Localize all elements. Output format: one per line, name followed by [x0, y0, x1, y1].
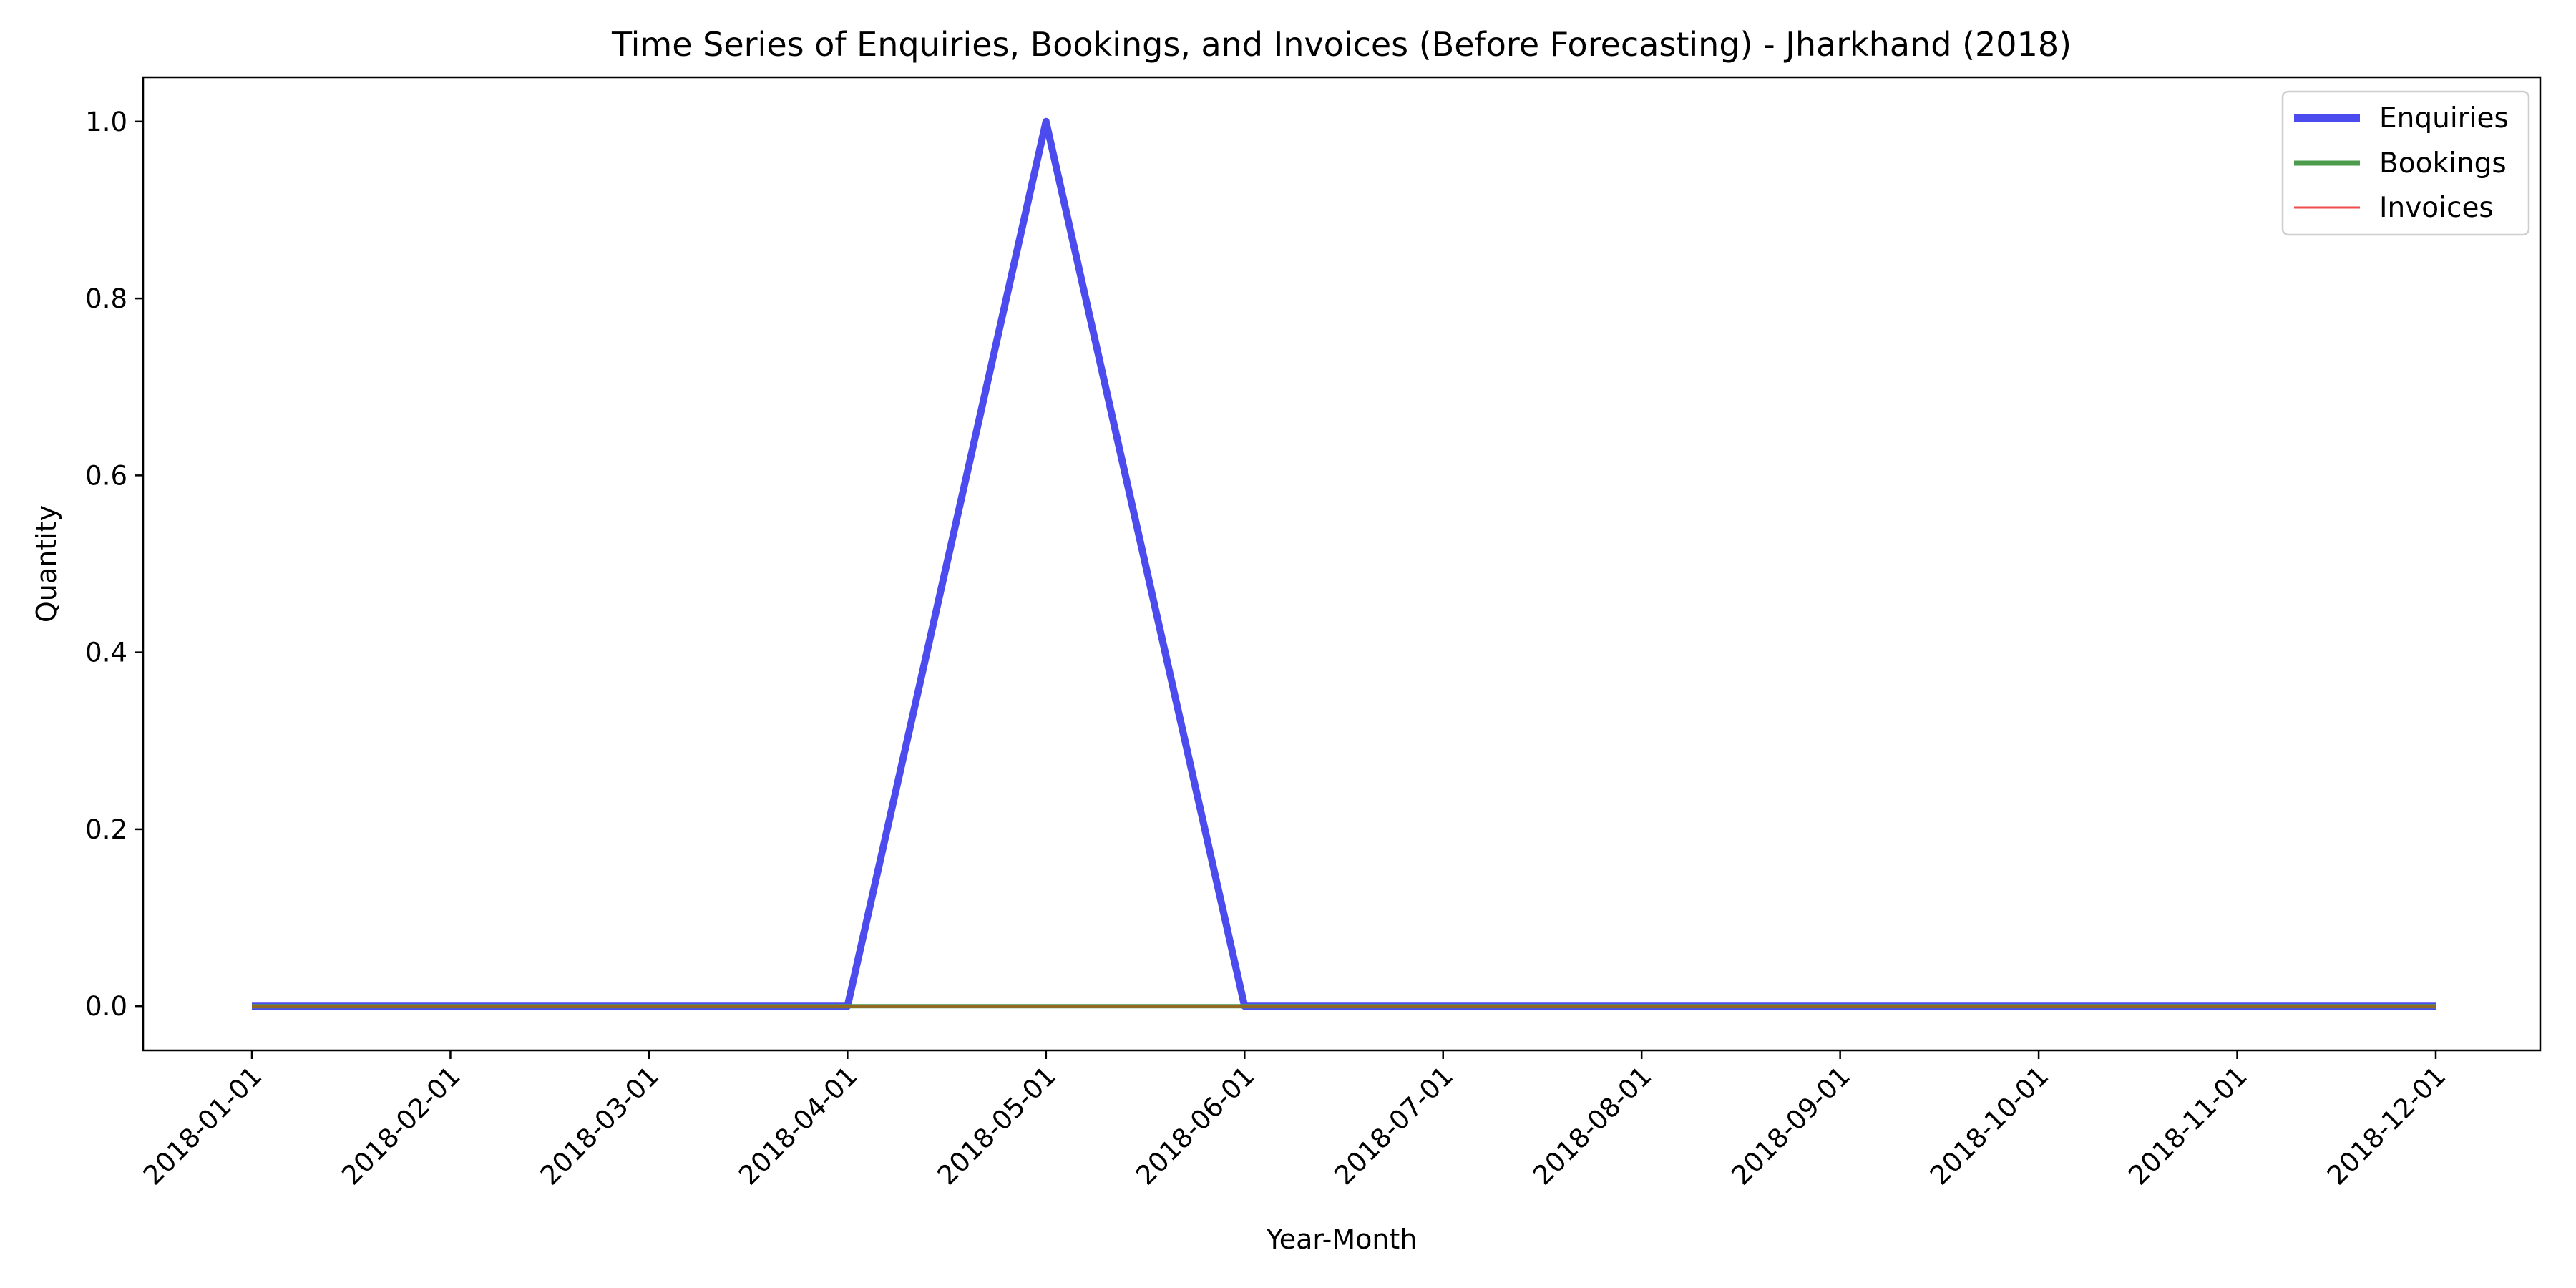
legend: Enquiries Bookings Invoices [2281, 90, 2530, 236]
plot-area [142, 76, 2542, 1052]
y-tick-label: 0.8 [85, 283, 127, 314]
legend-label-bookings: Bookings [2379, 147, 2507, 180]
y-tick-label: 1.0 [85, 107, 127, 137]
y-tick-label: 0.4 [85, 638, 127, 668]
legend-label-enquiries: Enquiries [2379, 102, 2509, 135]
x-axis-label: Year-Month [1266, 1224, 1418, 1255]
series-layer [252, 117, 2436, 1010]
legend-box [2281, 90, 2530, 236]
y-axis: 0.0 0.2 0.4 0.6 0.8 1.0 [85, 107, 143, 1022]
y-tick-label: 0.6 [85, 460, 127, 491]
chart-title: Time Series of Enquiries, Bookings, and … [611, 25, 2072, 64]
y-tick-label: 0.2 [85, 814, 127, 845]
y-tick-label: 0.0 [85, 991, 127, 1022]
y-axis-label: Quantity [31, 505, 62, 623]
legend-label-invoices: Invoices [2379, 192, 2494, 224]
